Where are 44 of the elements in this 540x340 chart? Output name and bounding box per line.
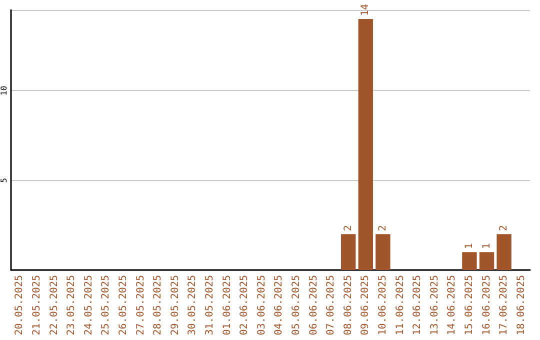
bar bbox=[479, 252, 494, 270]
x-tick-label: 08.06.2025 bbox=[342, 275, 354, 336]
x-tick-label: 11.06.2025 bbox=[394, 275, 406, 336]
x-tick-label: 03.06.2025 bbox=[256, 275, 268, 336]
data-label: 14 bbox=[360, 4, 372, 16]
x-tick-label: 30.05.2025 bbox=[187, 275, 198, 336]
x-tick-label: 24.05.2025 bbox=[83, 275, 94, 336]
data-label: 1 bbox=[481, 243, 492, 250]
bar bbox=[496, 234, 512, 270]
x-tick-label: 10.06.2025 bbox=[377, 275, 388, 336]
y-tick-label: 10 bbox=[0, 86, 8, 96]
x-tick-label: 17.06.2025 bbox=[498, 275, 510, 336]
x-tick-label: 26.05.2025 bbox=[118, 275, 129, 336]
x-tick-label: 28.05.2025 bbox=[152, 275, 164, 336]
x-tick-label: 04.06.2025 bbox=[274, 275, 285, 336]
x-tick-label: 14.06.2025 bbox=[446, 275, 458, 336]
y-tick-label: 5 bbox=[0, 178, 8, 183]
x-tick-label: 23.05.2025 bbox=[66, 275, 78, 336]
x-tick-label: 16.06.2025 bbox=[481, 275, 492, 336]
x-tick-label: 01.06.2025 bbox=[222, 275, 233, 336]
x-tick-label: 31.05.2025 bbox=[204, 275, 216, 336]
x-tick-label: 22.05.2025 bbox=[48, 275, 60, 336]
x-tick-label: 02.06.2025 bbox=[239, 275, 250, 336]
bar bbox=[376, 234, 390, 270]
x-tick-label: 20.05.2025 bbox=[14, 275, 26, 336]
x-tick-label: 29.05.2025 bbox=[170, 275, 181, 336]
x-tick-label: 12.06.2025 bbox=[412, 275, 424, 336]
data-label: 2 bbox=[342, 225, 354, 232]
x-tick-label: 15.06.2025 bbox=[464, 275, 475, 336]
x-tick-label: 21.05.2025 bbox=[31, 275, 42, 336]
bar bbox=[358, 18, 374, 270]
bar bbox=[341, 234, 356, 270]
x-tick-label: 18.06.2025 bbox=[516, 275, 527, 336]
x-tick-label: 13.06.2025 bbox=[429, 275, 440, 336]
data-label: 1 bbox=[464, 243, 475, 250]
x-tick-label: 05.06.2025 bbox=[290, 275, 302, 336]
x-tick-label: 09.06.2025 bbox=[360, 275, 372, 336]
x-tick-label: 25.05.2025 bbox=[100, 275, 112, 336]
data-label: 2 bbox=[377, 225, 388, 232]
x-tick-label: 06.06.2025 bbox=[308, 275, 320, 336]
bar bbox=[462, 252, 477, 270]
data-label: 2 bbox=[498, 225, 510, 232]
x-tick-label: 07.06.2025 bbox=[326, 275, 337, 336]
x-tick-label: 27.05.2025 bbox=[135, 275, 146, 336]
